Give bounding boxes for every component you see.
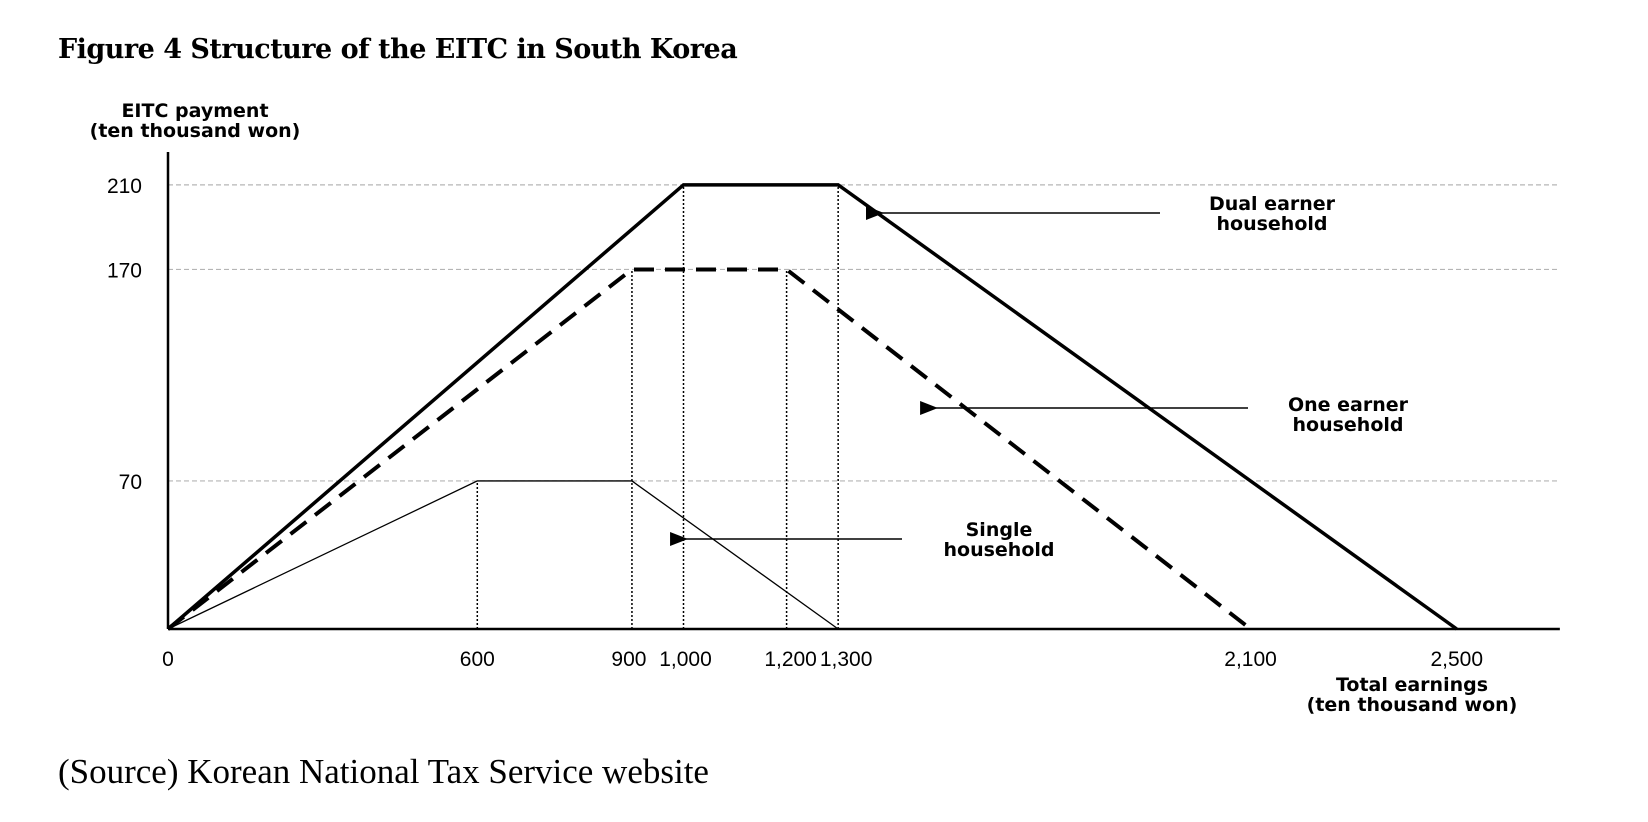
x-tick-label-0: 0	[162, 648, 174, 671]
tick-labels: 0 600 900 1,000 1,200 1,300 2,100 2,500 70 170 210	[107, 175, 1483, 671]
source-note: (Source) Korean National Tax Service web…	[58, 752, 709, 791]
series-line-dual-earner-household	[166, 183, 1458, 631]
y-tick-label-210: 210	[107, 175, 142, 198]
y-tick-label-70: 70	[119, 471, 142, 494]
axes	[166, 152, 1560, 631]
series-line-single-household	[167, 480, 839, 630]
series-line-one-earner-household	[166, 267, 1252, 631]
x-axis-label-line2: (ten thousand won)	[1307, 694, 1518, 716]
label-one-earner-household-line2: household	[1293, 414, 1404, 436]
label-single-household-line1: Single	[966, 519, 1033, 541]
label-dual-earner-household-line1: Dual earner	[1209, 193, 1336, 215]
label-dual-earner-household-line2: household	[1217, 213, 1328, 235]
label-one-earner-household-line1: One earner	[1288, 394, 1409, 416]
label-single-household-line2: household	[944, 539, 1055, 561]
x-tick-label-2500: 2,500	[1430, 648, 1483, 671]
x-axis-label-line1: Total earnings	[1336, 674, 1488, 696]
x-tick-label-1000: 1,000	[659, 648, 712, 671]
x-tick-label-600: 600	[460, 648, 495, 671]
y-tick-label-170: 170	[107, 259, 142, 282]
y-axis-label-line2: (ten thousand won)	[90, 120, 301, 142]
x-tick-label-2100: 2,100	[1224, 648, 1277, 671]
series-lines	[166, 183, 1458, 631]
reference-lines	[476, 184, 839, 629]
gridlines	[168, 184, 1560, 482]
y-axis-label-line1: EITC payment	[121, 100, 268, 122]
figure-title: Figure 4 Structure of the EITC in South …	[58, 34, 738, 65]
x-tick-label-1300: 1,300	[820, 648, 873, 671]
x-tick-label-1200: 1,200	[764, 648, 817, 671]
x-tick-label-900: 900	[611, 648, 646, 671]
